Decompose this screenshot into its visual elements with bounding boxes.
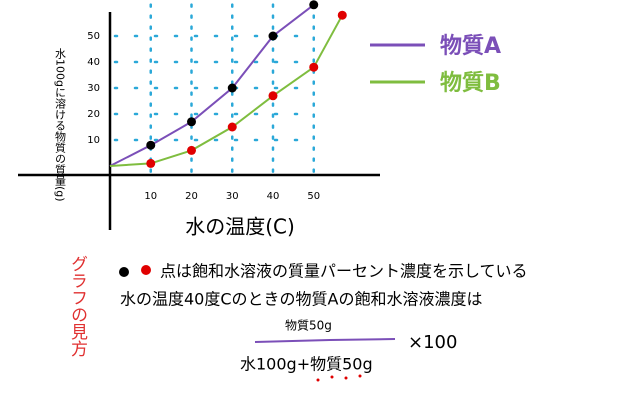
y-tick-label: 20 [87, 109, 100, 120]
x-axis-label: 水の温度(C) [185, 215, 295, 239]
y-tick-label: 30 [87, 83, 100, 94]
data-point [268, 31, 278, 41]
side-note: グラフの見方 [67, 255, 88, 357]
multiplier: ×100 [408, 332, 457, 353]
x-tick-label: 30 [226, 191, 239, 202]
data-point [309, 62, 319, 72]
y-tick-label: 10 [87, 135, 100, 146]
data-point [187, 117, 196, 127]
y-axis-label: 水100gに溶ける物質の質量(g) [54, 48, 67, 202]
data-point [146, 158, 156, 168]
emphasis-dots [316, 374, 362, 382]
data-point [187, 145, 196, 155]
x-tick-label: 50 [307, 191, 320, 202]
x-tick-label: 10 [144, 191, 157, 202]
data-point [309, 0, 319, 10]
y-tick-label: 40 [87, 57, 100, 68]
legend-label: 物質A [440, 33, 501, 59]
note-line2: 水の温度40度Cのときの物質Aの飽和水溶液濃度は [120, 290, 482, 309]
data-point [268, 91, 278, 101]
x-tick-label: 40 [267, 191, 280, 202]
data-point [227, 83, 237, 93]
black-dot-icon [119, 267, 129, 277]
data-point [337, 10, 347, 20]
data-point [146, 140, 156, 150]
data-point [227, 122, 237, 132]
series-line [109, 14, 344, 167]
fraction-bar [254, 338, 396, 343]
note-line1: 点は飽和水溶液の質量パーセント濃度を示している [160, 262, 528, 281]
numerator: 物質50g [285, 318, 332, 333]
legend-label: 物質B [440, 70, 501, 96]
y-tick-label: 50 [87, 31, 100, 42]
series-line [109, 4, 315, 167]
red-dot-icon [141, 265, 151, 275]
x-tick-label: 20 [185, 191, 198, 202]
denominator: 水100g+物質50g [240, 355, 373, 374]
